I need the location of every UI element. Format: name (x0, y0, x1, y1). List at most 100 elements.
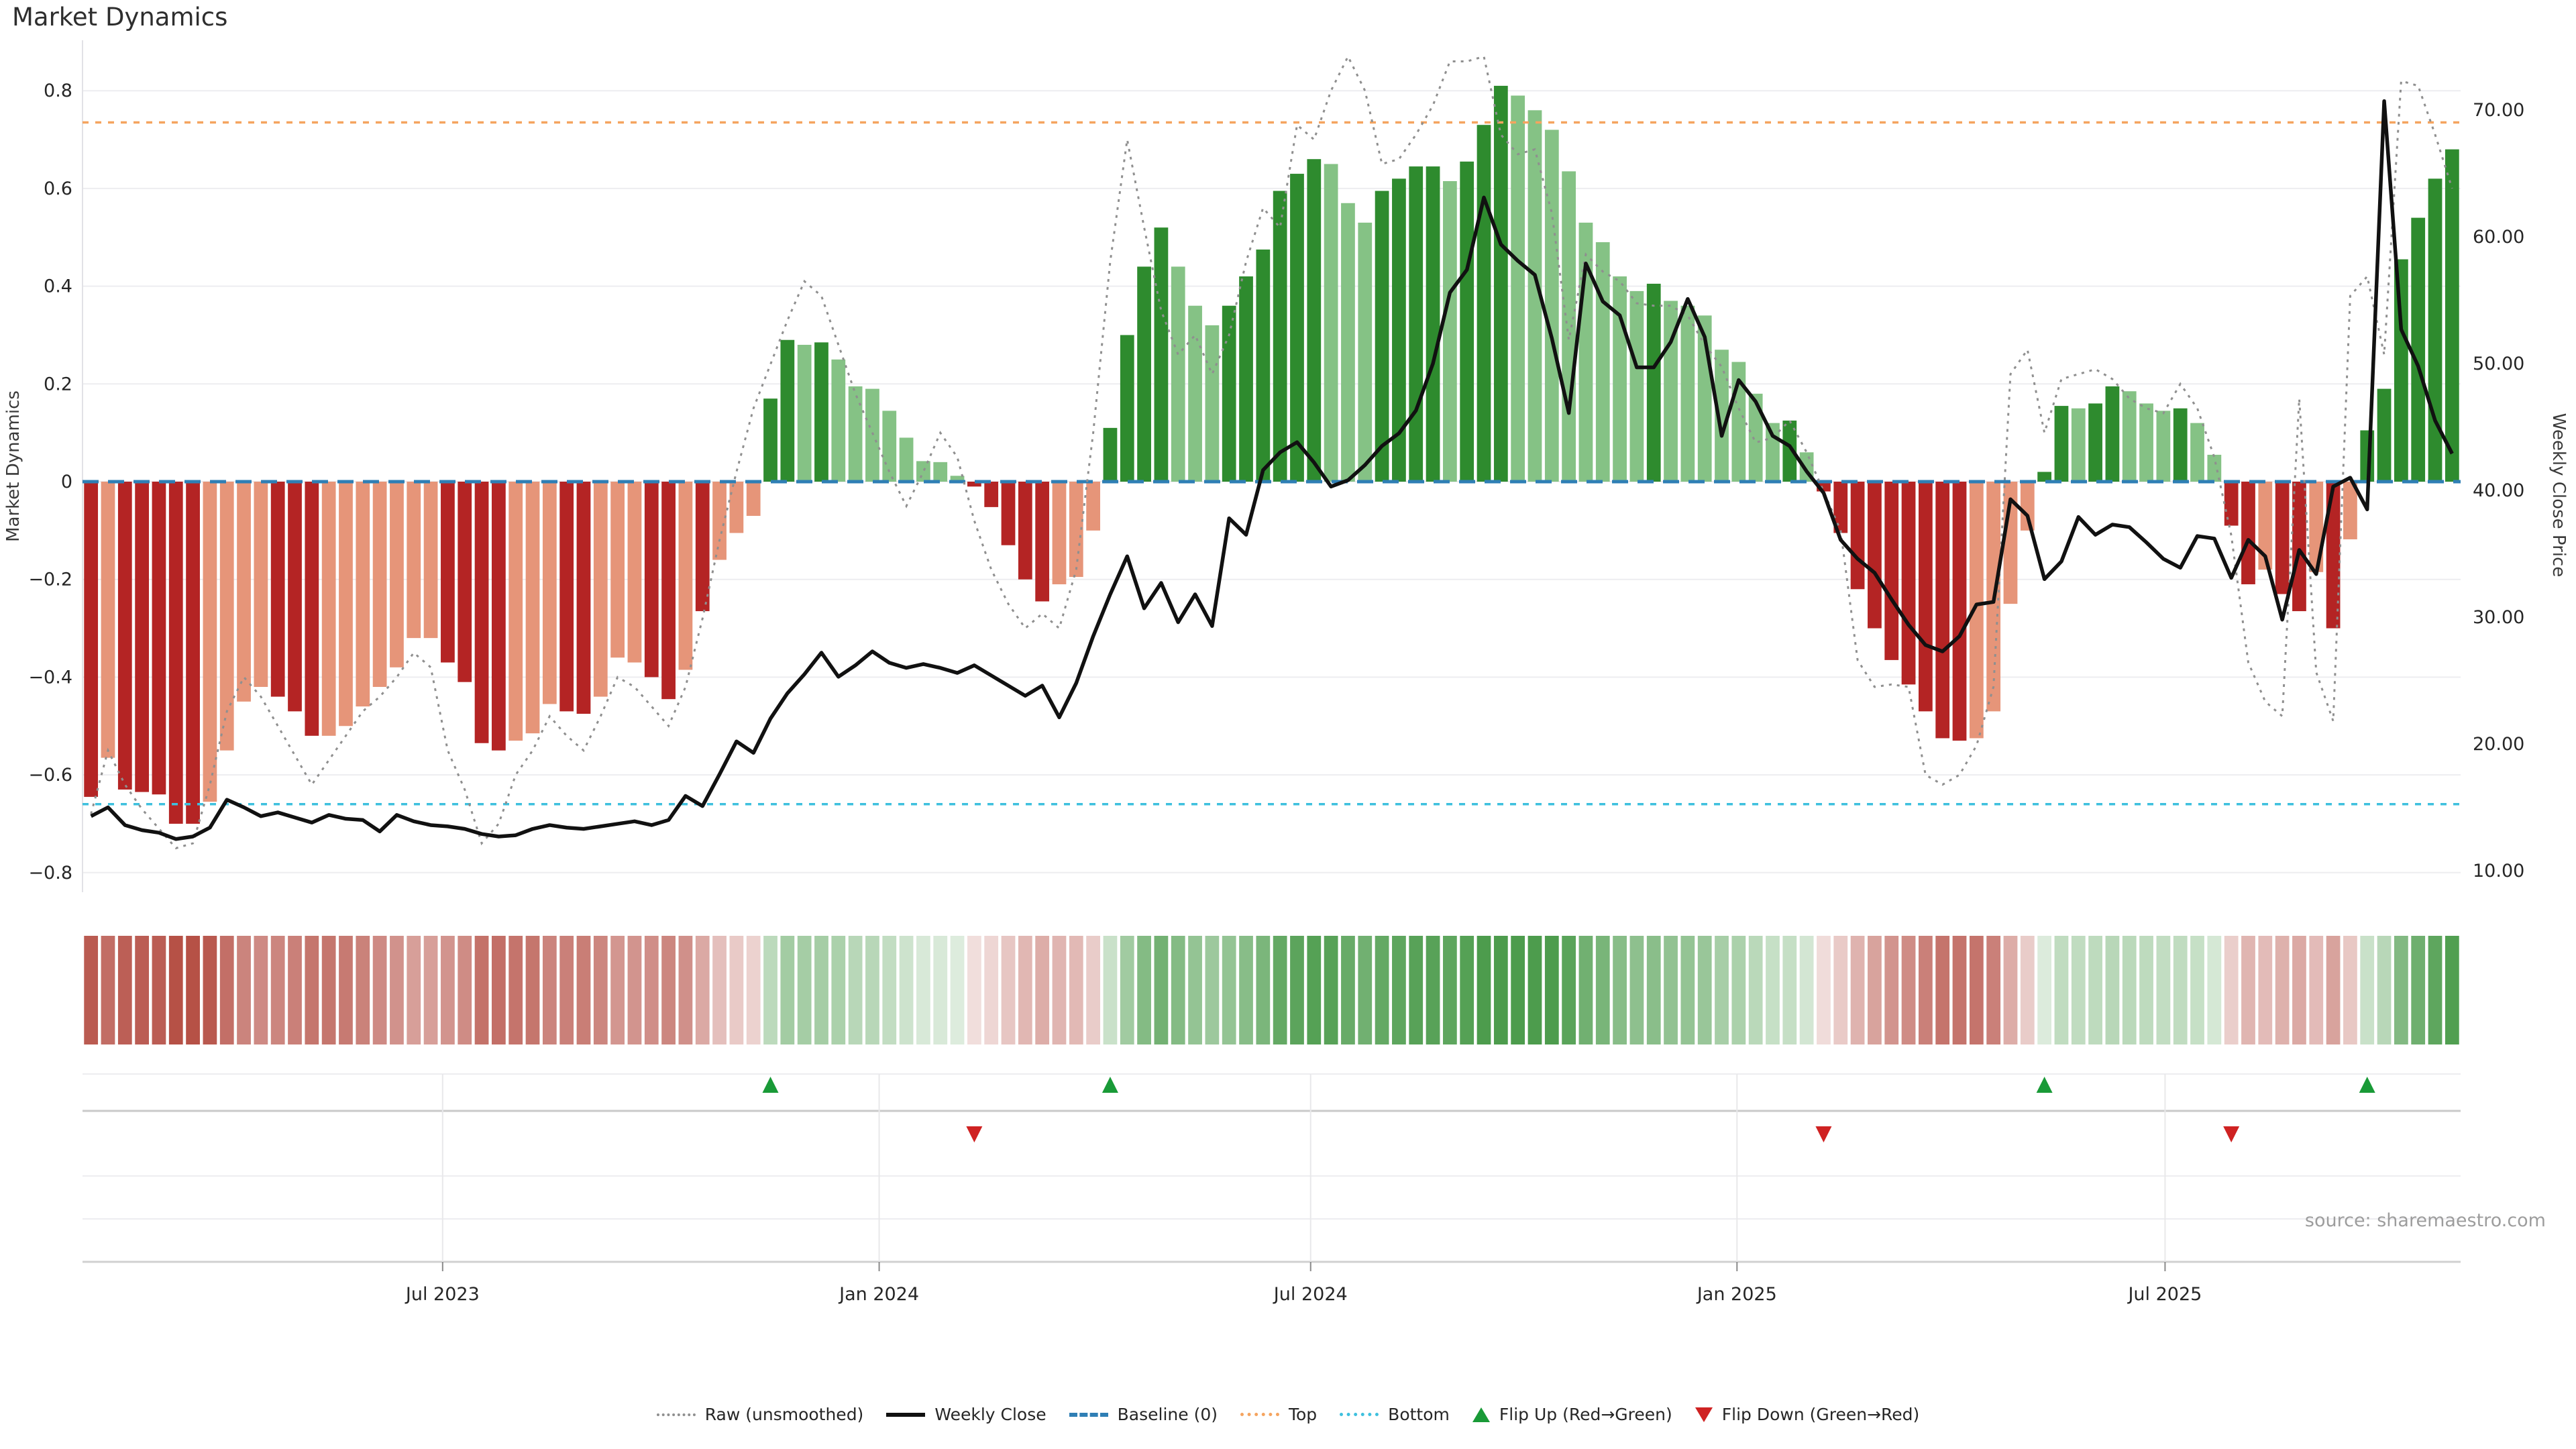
oscillator-bar (117, 482, 132, 790)
oscillator-bar (270, 482, 285, 697)
oscillator-bar (1646, 283, 1661, 482)
weekly-close-line (90, 99, 2454, 841)
heatmap-cell (1035, 936, 1050, 1044)
oscillator-bar (780, 339, 795, 482)
heatmap-cell (203, 936, 217, 1044)
heatmap-cell (610, 936, 625, 1044)
heatmap-cell (627, 936, 642, 1044)
oscillator-bar (933, 462, 948, 482)
heatmap-cell (729, 936, 744, 1044)
oscillator-bar (678, 482, 693, 670)
x-axis-labels: Jul 2023 Jan 2024 Jul 2024 Jan 2025 Jul 2025 (405, 1284, 2202, 1305)
heatmap-cell (1884, 936, 1899, 1044)
heatmap-cell (1562, 936, 1576, 1044)
oscillator-bar (2207, 454, 2222, 482)
heatmap-cell (678, 936, 693, 1044)
heatmap-cell (135, 936, 150, 1044)
heatmap-cell (1018, 936, 1032, 1044)
svg-text:50.00: 50.00 (2473, 354, 2524, 374)
oscillator-bar (1001, 482, 1016, 545)
heatmap-cell (288, 936, 302, 1044)
heatmap-cell (1748, 936, 1763, 1044)
oscillator-bar (1715, 350, 1729, 482)
oscillator-bar (1341, 203, 1355, 482)
heatmap-cell (797, 936, 812, 1044)
oscillator-bar (525, 482, 540, 734)
oscillator-bar (339, 482, 353, 727)
svg-text:20.00: 20.00 (2473, 734, 2524, 755)
legend-swatch-bot (1340, 1413, 1379, 1416)
heatmap-cell (1460, 936, 1474, 1044)
right-axis-ticks: 70.00 60.00 50.00 40.00 30.00 20.00 10.00 (2473, 100, 2524, 881)
oscillator-bar (390, 482, 404, 667)
heatmap-cell (1290, 936, 1304, 1044)
legend-label: Flip Up (Red→Green) (1499, 1405, 1672, 1424)
oscillator-bar (610, 482, 625, 658)
legend-label: Baseline (0) (1117, 1405, 1218, 1424)
oscillator-bar (254, 482, 268, 687)
oscillator-bar (1680, 305, 1695, 482)
oscillator-bar (2088, 403, 2102, 482)
heatmap-cell (186, 936, 200, 1044)
heatmap-cell (2122, 936, 2137, 1044)
heatmap-cell (1969, 936, 1984, 1044)
oscillator-bar (1188, 305, 1202, 482)
heatmap-cell (1766, 936, 1780, 1044)
oscillator-bar (1748, 393, 1763, 482)
oscillator-bar (916, 461, 930, 482)
heatmap-cell (152, 936, 166, 1044)
svg-text:−0.4: −0.4 (28, 667, 72, 688)
oscillator-bar (1477, 125, 1491, 482)
flip-up-icon (762, 1077, 779, 1093)
oscillator-bar (219, 482, 234, 751)
heatmap-strip (84, 936, 2459, 1044)
oscillator-bar (1969, 482, 1984, 739)
svg-text:Jul 2025: Jul 2025 (2127, 1284, 2202, 1305)
heatmap-cell (1493, 936, 1508, 1044)
heatmap-cell (1918, 936, 1933, 1044)
heatmap-cell (321, 936, 336, 1044)
oscillator-bar (627, 482, 642, 663)
oscillator-bar (441, 482, 455, 663)
oscillator-bar (2428, 178, 2443, 482)
heatmap-cell (712, 936, 727, 1044)
oscillator-bar (186, 482, 200, 824)
heatmap-cell (2326, 936, 2341, 1044)
heatmap-cell (2071, 936, 2086, 1044)
oscillator-bar (1442, 180, 1457, 482)
heatmap-cell (1901, 936, 1916, 1044)
flip-down-icon (966, 1126, 983, 1142)
heatmap-cell (1188, 936, 1202, 1044)
svg-text:40.00: 40.00 (2473, 480, 2524, 501)
svg-text:−0.2: −0.2 (28, 570, 72, 590)
heatmap-cell (576, 936, 591, 1044)
oscillator-bar (508, 482, 523, 741)
oscillator-bar (152, 482, 166, 795)
heatmap-cell (1799, 936, 1814, 1044)
oscillator-bar (1918, 482, 1933, 712)
heatmap-cell (491, 936, 506, 1044)
heatmap-cell (1817, 936, 1831, 1044)
heatmap-cell (967, 936, 981, 1044)
heatmap-cell (1527, 936, 1542, 1044)
oscillator-bar (2173, 408, 2188, 482)
legend-label: Flip Down (Green→Red) (1721, 1405, 1920, 1424)
oscillator-bar (1460, 161, 1474, 482)
heatmap-cell (1392, 936, 1406, 1044)
heatmap-cell (2411, 936, 2426, 1044)
heatmap-cell (2207, 936, 2222, 1044)
heatmap-cell (1664, 936, 1678, 1044)
svg-text:0.2: 0.2 (44, 374, 72, 394)
oscillator-bar (1137, 266, 1151, 482)
raw-line (90, 54, 2453, 850)
legend-label: Bottom (1388, 1405, 1450, 1424)
oscillator-bar (407, 482, 421, 639)
heatmap-cell (1868, 936, 1882, 1044)
oscillator-bar (237, 482, 251, 702)
oscillator-bar (2190, 423, 2204, 482)
heatmap-cell (1341, 936, 1355, 1044)
svg-text:Jul 2024: Jul 2024 (1273, 1284, 1348, 1305)
heatmap-cell (1120, 936, 1134, 1044)
oscillator-bar (2037, 472, 2052, 482)
